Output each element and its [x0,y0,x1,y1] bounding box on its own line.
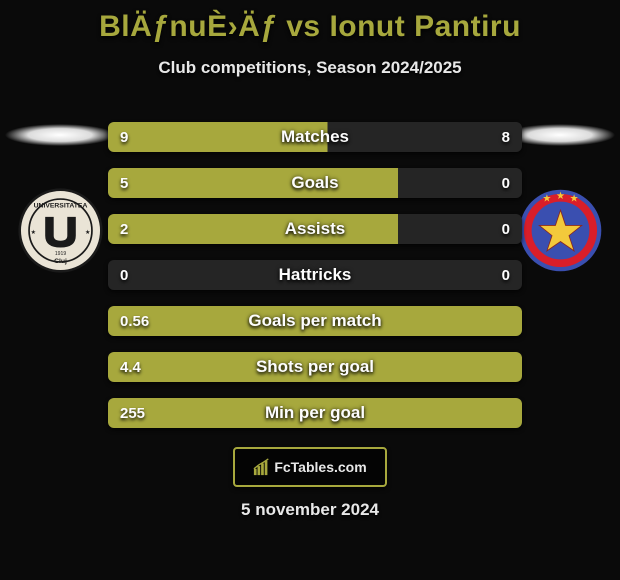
left-team-column: UNIVERSITATEA Cluj ★ ★ 1919 [0,122,120,273]
svg-text:★: ★ [30,229,35,236]
comparison-infographic: BlÄƒnuÈ›Äƒ vs Ionut Pantiru Club competi… [0,0,620,580]
stat-value-left: 0.56 [120,306,149,336]
stats-bars: Matches98Goals50Assists20Hattricks00Goal… [108,122,522,444]
fcsb-logo-icon [518,188,603,273]
stat-label: Assists [108,214,522,244]
stat-bar: Shots per goal4.4 [108,352,522,382]
stat-value-right: 0 [502,214,510,244]
stat-value-left: 2 [120,214,128,244]
stat-bar: Assists2 0 [108,214,522,244]
stat-label: Goals [108,168,522,198]
brand-box: FcTables.com [233,447,387,487]
shadow-ellipse-icon [1,122,119,148]
stat-value-left: 255 [120,398,145,428]
brand-chart-icon [253,458,271,476]
u-cluj-logo-icon: UNIVERSITATEA Cluj ★ ★ 1919 [18,188,103,273]
stat-value-right: 0 [502,168,510,198]
page-subtitle: Club competitions, Season 2024/2025 [0,58,620,78]
svg-text:Cluj: Cluj [54,258,67,265]
stat-bar: Goals per match0.56 [108,306,522,336]
svg-text:★: ★ [85,229,90,236]
stat-value-left: 9 [120,122,128,152]
stat-value-left: 5 [120,168,128,198]
stat-label: Matches [108,122,522,152]
stat-bar: Min per goal255 [108,398,522,428]
stat-value-left: 4.4 [120,352,141,382]
stat-value-right: 8 [502,122,510,152]
stat-bar: Matches9 8 [108,122,522,152]
brand-text: FcTables.com [274,459,366,475]
stat-value-left: 0 [120,260,128,290]
stat-value-right: 0 [502,260,510,290]
svg-text:UNIVERSITATEA: UNIVERSITATEA [33,203,87,210]
infographic-date: 5 november 2024 [0,500,620,520]
stat-label: Shots per goal [108,352,522,382]
page-title: BlÄƒnuÈ›Äƒ vs Ionut Pantiru [0,0,620,44]
stat-label: Hattricks [108,260,522,290]
svg-text:1919: 1919 [54,251,65,257]
stat-bar: Goals5 0 [108,168,522,198]
stat-label: Goals per match [108,306,522,336]
stat-bar: Hattricks0 0 [108,260,522,290]
stat-label: Min per goal [108,398,522,428]
